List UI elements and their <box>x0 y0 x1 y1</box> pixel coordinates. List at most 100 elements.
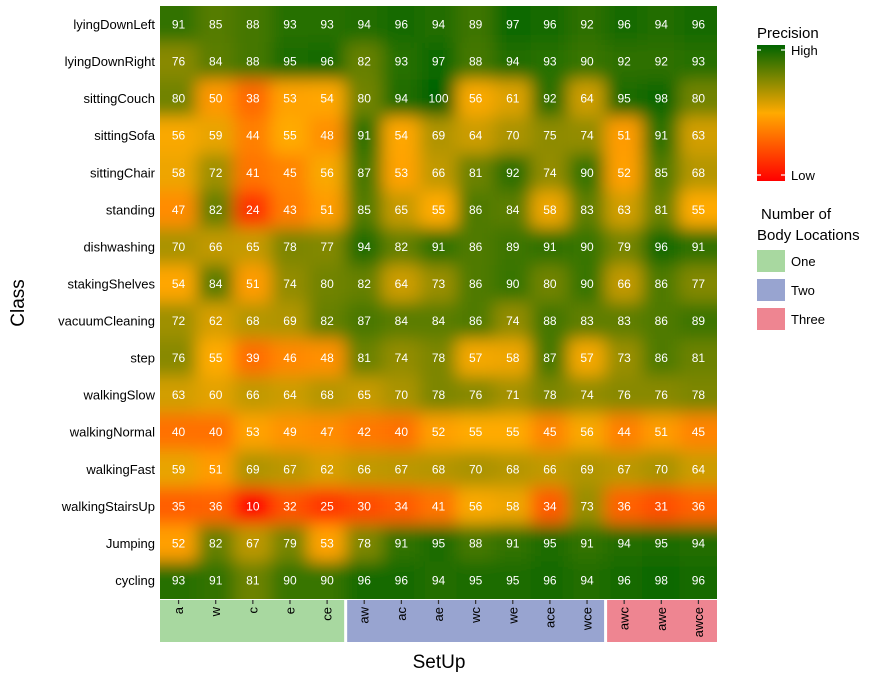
cell-value: 98 <box>655 92 669 106</box>
cell-value: 53 <box>283 92 297 106</box>
heatmap-cell <box>567 450 607 489</box>
cell-value: 56 <box>580 425 594 439</box>
cell-value: 87 <box>358 314 372 328</box>
cell-value: 69 <box>580 462 594 476</box>
cell-value: 48 <box>320 129 334 143</box>
heatmap-cell <box>456 79 495 118</box>
heatmap-cell <box>567 487 607 526</box>
cell-value: 90 <box>580 166 594 180</box>
cell-value: 56 <box>320 166 334 180</box>
cell-value: 94 <box>655 18 669 32</box>
cell-value: 66 <box>543 462 557 476</box>
heatmap-cell <box>530 487 569 526</box>
heatmap-cell <box>530 339 569 378</box>
cell-value: 63 <box>617 203 631 217</box>
cell-value: 42 <box>358 425 372 439</box>
heatmap-cell <box>419 6 458 44</box>
cell-value: 82 <box>358 277 372 291</box>
heatmap-cell <box>493 450 532 489</box>
heatmap-cell <box>345 6 384 7</box>
cell-value: 34 <box>543 499 557 513</box>
column-group-strip <box>605 600 717 642</box>
cell-value: 96 <box>692 18 706 32</box>
heatmap-cell <box>345 487 384 526</box>
heatmap-area <box>160 6 717 599</box>
heatmap-cell <box>233 376 272 415</box>
cell-value: 91 <box>506 536 520 550</box>
heatmap-cell <box>308 487 347 526</box>
cell-value: 93 <box>172 573 186 587</box>
heatmap-cell <box>493 153 532 192</box>
row-label: step <box>130 351 155 366</box>
cell-value: 64 <box>283 388 297 402</box>
group-legend-swatch <box>757 308 785 330</box>
heatmap-cell <box>456 561 495 599</box>
heatmap-cell <box>567 6 607 44</box>
cell-value: 78 <box>692 388 706 402</box>
row-label: walkingNormal <box>69 425 155 440</box>
cell-value: 79 <box>617 240 631 254</box>
heatmap-cell <box>679 6 717 44</box>
cell-value: 96 <box>395 573 409 587</box>
cell-value: 95 <box>432 536 446 550</box>
heatmap-cell <box>642 42 681 81</box>
heatmap-cell <box>419 190 458 229</box>
heatmap-cell <box>233 264 272 303</box>
cell-value: 55 <box>283 129 297 143</box>
heatmap-cell <box>456 376 495 415</box>
heatmap-cell <box>493 302 532 341</box>
heatmap-cell <box>382 264 421 303</box>
heatmap-cell <box>382 116 421 155</box>
cell-value: 54 <box>395 129 409 143</box>
heatmap-cell <box>233 524 272 563</box>
heatmap-cell <box>196 524 235 563</box>
precision-legend-low: Low <box>791 168 815 183</box>
heatmap-cell <box>530 116 569 155</box>
cell-value: 56 <box>172 129 186 143</box>
heatmap-cell <box>642 302 681 341</box>
heatmap-cell <box>679 413 717 452</box>
heatmap-cell <box>642 561 681 599</box>
group-legend-swatch <box>757 279 785 301</box>
cell-value: 56 <box>469 499 483 513</box>
heatmap-cell <box>419 524 458 563</box>
column-group-strip <box>345 600 606 642</box>
heatmap-cell <box>716 487 717 526</box>
cell-value: 41 <box>246 166 260 180</box>
heatmap-cell <box>382 153 421 192</box>
heatmap-cell <box>233 6 272 7</box>
heatmap-cell <box>679 42 717 81</box>
cell-value: 91 <box>692 240 706 254</box>
heatmap-cell <box>567 598 607 599</box>
heatmap-cell <box>196 227 235 266</box>
cell-value: 91 <box>209 573 223 587</box>
heatmap-cell <box>382 190 421 229</box>
heatmap-cell <box>160 153 198 192</box>
cell-value: 90 <box>283 573 297 587</box>
heatmap-cell <box>419 6 458 7</box>
heatmap-cell <box>642 6 681 7</box>
heatmap-cell <box>308 153 347 192</box>
heatmap-cell <box>456 116 495 155</box>
cell-value: 52 <box>617 166 631 180</box>
heatmap-cell <box>716 450 717 489</box>
heatmap-cell <box>233 42 272 81</box>
heatmap-cell <box>456 153 495 192</box>
cell-value: 43 <box>283 203 297 217</box>
cell-value: 81 <box>358 351 372 365</box>
heatmap-color-field <box>160 6 717 599</box>
heatmap-cell <box>419 227 458 266</box>
cell-value: 61 <box>506 92 520 106</box>
cell-value: 67 <box>395 462 409 476</box>
cell-value: 96 <box>395 18 409 32</box>
heatmap-cell <box>160 524 198 563</box>
column-label: e <box>282 607 297 614</box>
cell-value: 24 <box>246 203 260 217</box>
heatmap-cell <box>605 116 644 155</box>
cell-value: 68 <box>320 388 334 402</box>
cell-value: 87 <box>543 351 557 365</box>
heatmap-cell <box>233 487 272 526</box>
heatmap-cell <box>382 302 421 341</box>
heatmap-cell <box>679 561 717 599</box>
heatmap-cell <box>345 153 384 192</box>
